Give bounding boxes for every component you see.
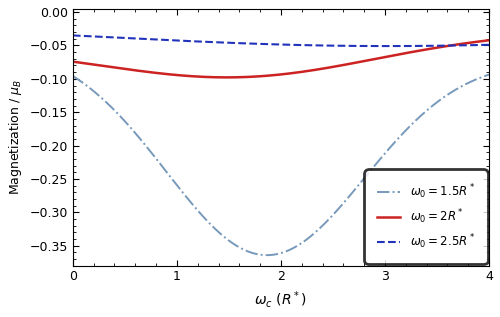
$\omega_0=2R^*$: [224, 75, 230, 79]
$\omega_0=1.5R^*$: [323, 220, 329, 224]
$\omega_0=2.5R^*$: [335, 44, 341, 48]
Y-axis label: Magnetization / $\mu_B$: Magnetization / $\mu_B$: [7, 79, 24, 195]
$\omega_0=1.5R^*$: [96, 93, 102, 97]
$\omega_0=1.5R^*$: [486, 73, 492, 76]
$\omega_0=1.5R^*$: [429, 104, 435, 108]
$\omega_0=1.5R^*$: [70, 74, 76, 78]
Line: $\omega_0=2R^*$: $\omega_0=2R^*$: [73, 40, 489, 77]
$\omega_0=2.5R^*$: [312, 43, 318, 47]
$\omega_0=2R^*$: [312, 68, 318, 72]
Line: $\omega_0=2.5R^*$: $\omega_0=2.5R^*$: [73, 36, 489, 46]
$\omega_0=2.5R^*$: [384, 44, 390, 48]
$\omega_0=2.5R^*$: [96, 35, 102, 39]
$\omega_0=2R^*$: [70, 60, 76, 63]
$\omega_0=2R^*$: [336, 64, 342, 68]
$\omega_0=2R^*$: [486, 38, 492, 42]
$\omega_0=2R^*$: [323, 66, 329, 70]
$\omega_0=1.5R^*$: [386, 147, 392, 151]
$\omega_0=2.5R^*$: [70, 34, 76, 37]
$\omega_0=2.5R^*$: [322, 44, 328, 48]
$\omega_0=2.5R^*$: [429, 44, 435, 48]
$\omega_0=1.5R^*$: [264, 253, 270, 257]
$\omega_0=2.5R^*$: [386, 44, 392, 48]
$\omega_0=2R^*$: [429, 47, 435, 50]
Line: $\omega_0=1.5R^*$: $\omega_0=1.5R^*$: [73, 74, 489, 255]
$\omega_0=1.5R^*$: [336, 207, 342, 210]
X-axis label: $\omega_c$ $(R^*)$: $\omega_c$ $(R^*)$: [254, 289, 308, 310]
$\omega_0=2R^*$: [386, 55, 392, 58]
Legend: $\omega_0=1.5R^*$, $\omega_0=2R^*$, $\omega_0=2.5R^*$: $\omega_0=1.5R^*$, $\omega_0=2R^*$, $\om…: [368, 174, 483, 260]
$\omega_0=2R^*$: [96, 63, 102, 67]
$\omega_0=2.5R^*$: [486, 43, 492, 47]
$\omega_0=1.5R^*$: [312, 231, 318, 235]
